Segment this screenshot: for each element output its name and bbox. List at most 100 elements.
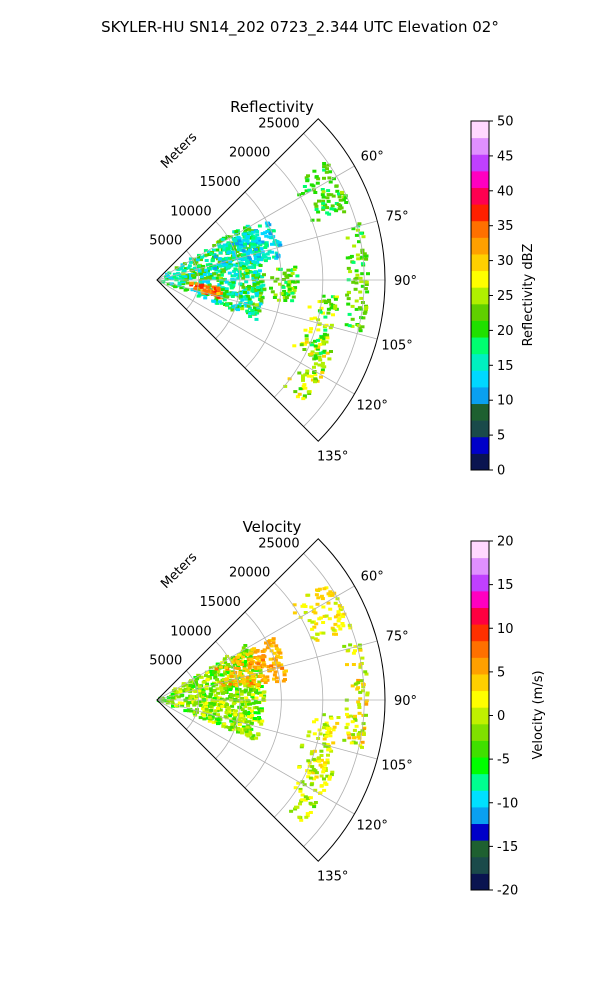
reflectivity-echo-cell	[358, 329, 363, 333]
colorbar-tick-label: 40	[497, 184, 514, 199]
velocity-echo-cell	[325, 743, 330, 746]
reflectivity-echo-cell	[252, 282, 257, 286]
velocity-echo-cell	[201, 688, 206, 692]
reflectivity-echo-cell	[182, 269, 187, 272]
reflectivity-echo-cell	[233, 267, 238, 271]
velocity-echo-cell	[261, 658, 265, 662]
reflectivity-echo-cell	[322, 354, 326, 358]
velocity-echo-cell	[233, 658, 238, 662]
velocity-echo-cell	[358, 648, 363, 652]
reflectivity-echo-cell	[263, 231, 268, 235]
velocity-echo-cell	[312, 720, 316, 724]
velocity-echo-cell	[347, 623, 352, 627]
reflectivity-echo-cell	[304, 189, 309, 193]
velocity-echo-cell	[235, 658, 240, 662]
reflectivity-echo-cell	[216, 273, 221, 277]
velocity-echo-cell	[364, 700, 369, 704]
colorbar-segment	[471, 137, 489, 155]
velocity-echo-cell	[229, 657, 234, 661]
reflectivity-echo-cell	[317, 356, 322, 360]
velocity-echo-cell	[331, 628, 336, 632]
reflectivity-echo-cell	[354, 299, 359, 303]
reflectivity-echo-cell	[293, 286, 298, 290]
velocity-echo-cell	[236, 730, 240, 734]
velocity-echo-cell	[320, 597, 325, 601]
reflectivity-echo-cell	[199, 285, 204, 289]
reflectivity-echo-cell	[254, 277, 258, 281]
reflectivity-echo-cell	[310, 350, 315, 354]
velocity-echo-cell	[219, 673, 224, 677]
velocity-echo-cell	[351, 663, 356, 666]
reflectivity-echo-cell	[263, 246, 268, 249]
velocity-echo-cell	[322, 587, 327, 591]
velocity-echo-cell	[297, 815, 302, 819]
velocity-colorbar: Velocity (m/s) -20 -15 -10 -5 0 5 10 15 20	[470, 535, 546, 899]
velocity-echo-cell	[314, 622, 319, 626]
velocity-echo-cell	[252, 688, 257, 692]
reflectivity-echo-cell	[242, 238, 247, 242]
velocity-echo-cell	[364, 672, 369, 676]
velocity-echo-cell	[330, 770, 335, 774]
velocity-echo-cell	[338, 613, 343, 617]
velocity-echo-cell	[230, 704, 235, 708]
velocity-echo-cell	[335, 721, 340, 725]
reflectivity-echo-cell	[358, 276, 363, 280]
reflectivity-echo-cell	[235, 292, 239, 296]
velocity-echo-cell	[321, 621, 326, 624]
velocity-echo-cell	[280, 666, 285, 670]
reflectivity-echo-cell	[213, 293, 218, 297]
reflectivity-echo-cell	[354, 269, 359, 273]
velocity-echo-cell	[321, 770, 326, 774]
velocity-echo-cell	[242, 678, 247, 682]
reflectivity-echo-cell	[228, 260, 233, 264]
reflectivity-echo-cell	[306, 390, 311, 394]
velocity-echo-cell	[198, 703, 203, 707]
reflectivity-echo-cell	[366, 272, 370, 276]
velocity-echo-cell	[236, 693, 241, 697]
reflectivity-echo-cell	[253, 257, 258, 261]
reflectivity-echo-cell	[354, 307, 359, 311]
reflectivity-echo-cell	[260, 232, 265, 236]
reflectivity-echo-cell	[242, 295, 247, 299]
reflectivity-echo-cell	[361, 316, 366, 320]
reflectivity-echo-cell	[303, 373, 308, 377]
reflectivity-echo-cell	[321, 206, 326, 210]
velocity-echo-cell	[314, 593, 319, 597]
velocity-echo-cell	[271, 666, 276, 670]
reflectivity-echo-cell	[258, 294, 262, 298]
reflectivity-echo-cell	[253, 237, 258, 241]
velocity-echo-cell	[187, 709, 191, 713]
reflectivity-echo-cell	[352, 244, 357, 248]
reflectivity-echo-cell	[166, 282, 171, 286]
azimuth-tick-label: 60°	[361, 570, 384, 585]
velocity-echo-cell	[226, 665, 231, 668]
range-tick-label: 25000	[258, 536, 299, 551]
velocity-echo-cell	[255, 717, 260, 721]
reflectivity-echo-cell	[362, 254, 367, 258]
velocity-echo-cell	[254, 696, 259, 700]
velocity-echo-cell	[245, 725, 250, 729]
velocity-echo-cell	[298, 789, 303, 793]
reflectivity-echo-cell	[306, 174, 310, 178]
colorbar-tick-label: 10	[497, 394, 514, 409]
reflectivity-echo-cell	[301, 378, 305, 382]
reflectivity-echo-cell	[188, 257, 193, 261]
reflectivity-echo-cell	[319, 375, 323, 379]
velocity-echo-cell	[242, 717, 247, 721]
velocity-echo-cell	[305, 814, 310, 818]
reflectivity-echo-cell	[358, 290, 363, 294]
velocity-echo-cell	[314, 718, 319, 722]
reflectivity-echo-cell	[327, 212, 332, 216]
reflectivity-echo-cell	[241, 258, 246, 261]
velocity-echo-cell	[356, 681, 361, 685]
velocity-echo-cell	[217, 715, 222, 719]
velocity-echo-cell	[260, 719, 265, 723]
velocity-echo-cell	[216, 691, 221, 695]
reflectivity-echo-cell	[217, 257, 222, 261]
velocity-echo-cell	[358, 663, 363, 667]
velocity-echo-cell	[201, 680, 206, 684]
reflectivity-echo-cell	[181, 272, 186, 276]
reflectivity-echo-cell	[270, 290, 275, 294]
azimuth-tick-label: 135°	[317, 450, 348, 465]
velocity-echo-cell	[259, 693, 264, 697]
